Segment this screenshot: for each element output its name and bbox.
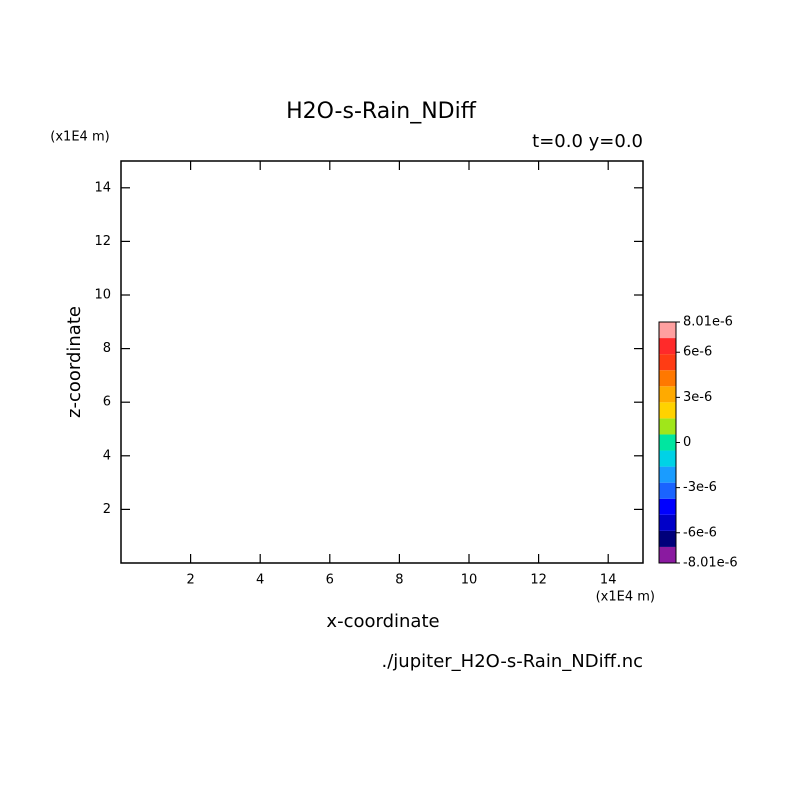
colorbar-label: 8.01e-6 <box>683 315 733 330</box>
colorbar-swatch <box>659 402 676 419</box>
colorbar-label: -8.01e-6 <box>683 556 738 571</box>
y-tick-label: 12 <box>94 234 111 249</box>
y-tick-label: 10 <box>94 288 111 303</box>
y-tick-label: 6 <box>103 395 111 410</box>
plot-frame <box>120 160 644 564</box>
colorbar-label: -3e-6 <box>683 480 717 495</box>
colorbar-swatch <box>659 322 676 339</box>
x-tick-label: 12 <box>530 573 547 588</box>
chart-title: H2O-s-Rain_NDiff <box>286 99 477 124</box>
subtitle: t=0.0 y=0.0 <box>532 131 643 152</box>
colorbar-swatch <box>659 386 676 403</box>
source-file: ./jupiter_H2O-s-Rain_NDiff.nc <box>382 651 643 672</box>
y-tick-label: 4 <box>103 448 111 463</box>
colorbar-swatch <box>659 354 676 371</box>
x-tick-label: 6 <box>326 573 334 588</box>
colorbar-swatch <box>659 530 676 547</box>
colorbar-swatch <box>659 338 676 355</box>
colorbar-label: 3e-6 <box>683 390 712 405</box>
colorbar-label: 6e-6 <box>683 345 712 360</box>
colorbar-swatch <box>659 498 676 515</box>
y-unit: (x1E4 m) <box>50 130 109 145</box>
colorbar-swatch <box>659 546 676 563</box>
y-tick-label: 14 <box>94 180 111 195</box>
colorbar-swatch <box>659 466 676 483</box>
x-tick-label: 14 <box>600 573 617 588</box>
colorbar-label: 0 <box>683 435 691 450</box>
x-axis-label: x-coordinate <box>326 611 439 632</box>
colorbar-swatch <box>659 514 676 531</box>
colorbar-label: -6e-6 <box>683 525 717 540</box>
colorbar-swatch <box>659 482 676 499</box>
y-tick-label: 8 <box>103 341 111 356</box>
x-tick-label: 2 <box>186 573 194 588</box>
x-tick-label: 10 <box>461 573 478 588</box>
x-unit: (x1E4 m) <box>596 590 655 605</box>
colorbar-swatch <box>659 434 676 451</box>
colorbar-swatch <box>659 418 676 435</box>
colorbar-swatch <box>659 450 676 467</box>
colorbar-swatch <box>659 370 676 387</box>
y-axis-label: z-coordinate <box>64 306 85 418</box>
x-tick-label: 8 <box>395 573 403 588</box>
y-tick-label: 2 <box>103 502 111 517</box>
x-tick-label: 4 <box>256 573 264 588</box>
